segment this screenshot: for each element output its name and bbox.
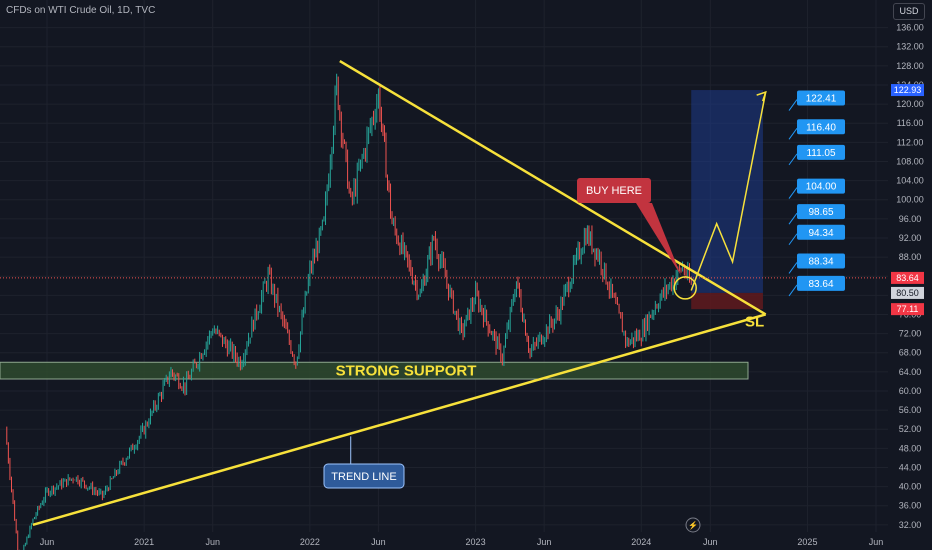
y-tick-label: 60.00	[899, 386, 922, 396]
target-label: 94.34	[808, 228, 833, 239]
target-connector	[788, 187, 798, 199]
x-tick-label: 2021	[134, 537, 154, 547]
x-tick-label: Jun	[205, 537, 220, 547]
y-tick-label: 120.00	[896, 99, 924, 109]
buy-callout-pointer	[636, 203, 682, 276]
y-tick-label: 64.00	[899, 367, 922, 377]
price-tag	[891, 303, 924, 316]
x-tick-label: Jun	[869, 537, 884, 547]
target-connector	[788, 212, 798, 225]
projection-path	[690, 91, 767, 291]
y-tick-label: 116.00	[897, 118, 924, 128]
buy-label-box	[577, 178, 651, 203]
trend-label: TREND LINE	[331, 471, 396, 483]
y-tick-label: 88.00	[899, 252, 922, 262]
target-label-box	[797, 224, 845, 240]
lightning-icon	[685, 517, 701, 533]
y-tick-label: 104.00	[896, 176, 924, 186]
x-tick-label: 2024	[631, 537, 651, 547]
target-label-box	[797, 275, 845, 291]
y-tick-label: 48.00	[899, 443, 922, 453]
target-label: 116.40	[806, 122, 836, 133]
target-label: 111.05	[806, 148, 836, 159]
y-tick-label: 132.00	[896, 42, 924, 52]
y-tick-label: 72.00	[899, 329, 922, 339]
target-label: 88.34	[808, 256, 833, 267]
price-tag-label: 122.93	[894, 85, 922, 95]
chart-title: CFDs on WTI Crude Oil, 1D, TVC	[6, 5, 156, 16]
y-tick-label: 36.00	[899, 501, 922, 511]
buy-label: BUY HERE	[586, 185, 642, 197]
lightning-glyph: ⚡	[688, 520, 698, 530]
support-label: STRONG SUPPORT	[336, 363, 477, 380]
target-connector	[788, 262, 798, 274]
x-tick-label: 2023	[466, 537, 486, 547]
target-label-box	[797, 253, 845, 269]
target-connector	[788, 153, 798, 166]
price-tag	[891, 271, 924, 284]
y-tick-label: 112.00	[897, 137, 924, 147]
descending-trendline	[339, 59, 767, 316]
y-tick-label: 136.00	[896, 23, 924, 33]
x-tick-label: Jun	[40, 537, 55, 547]
stop-box	[691, 292, 763, 310]
currency-button[interactable]: USD	[893, 3, 925, 20]
x-tick-label: 2025	[797, 537, 817, 547]
y-tick-label: 108.00	[896, 156, 924, 166]
target-label: 104.00	[806, 182, 837, 193]
target-connector	[788, 127, 798, 140]
x-tick-label: 2022	[300, 537, 320, 547]
y-tick-label: 32.00	[899, 520, 922, 530]
projection-arrowhead	[756, 90, 767, 102]
target-label: 98.65	[808, 207, 833, 218]
target-connector	[788, 284, 798, 297]
price-tag	[891, 286, 924, 299]
y-tick-label: 128.00	[896, 61, 924, 71]
target-label: 83.64	[808, 279, 833, 290]
price-tag-label: 77.11	[897, 304, 919, 314]
y-tick-label: 44.00	[899, 462, 922, 472]
target-label-box	[797, 144, 845, 160]
sl-label: SL	[745, 314, 764, 331]
target-label-box	[797, 178, 845, 194]
target-connector	[788, 99, 798, 111]
price-tag	[891, 84, 924, 97]
trend-label-box	[323, 463, 405, 489]
x-tick-label: Jun	[371, 537, 386, 547]
target-label-box	[797, 204, 845, 220]
target-connector	[788, 233, 798, 246]
target-label-box	[797, 119, 845, 135]
ascending-trendline	[32, 313, 767, 527]
y-tick-label: 100.00	[896, 195, 924, 205]
y-tick-label: 52.00	[899, 424, 922, 434]
y-tick-label: 40.00	[899, 482, 922, 492]
y-tick-label: 96.00	[899, 214, 922, 224]
x-tick-label: Jun	[703, 537, 718, 547]
target-label-box	[797, 90, 845, 106]
x-tick-label: Jun	[537, 537, 552, 547]
y-tick-label: 92.00	[899, 233, 922, 243]
price-tag-label: 83.64	[896, 273, 919, 283]
buy-circle	[673, 276, 697, 300]
y-tick-label: 68.00	[899, 348, 922, 358]
target-label: 122.41	[806, 94, 837, 105]
y-tick-label: 56.00	[899, 405, 922, 415]
price-tag-label: 80.50	[896, 288, 919, 298]
